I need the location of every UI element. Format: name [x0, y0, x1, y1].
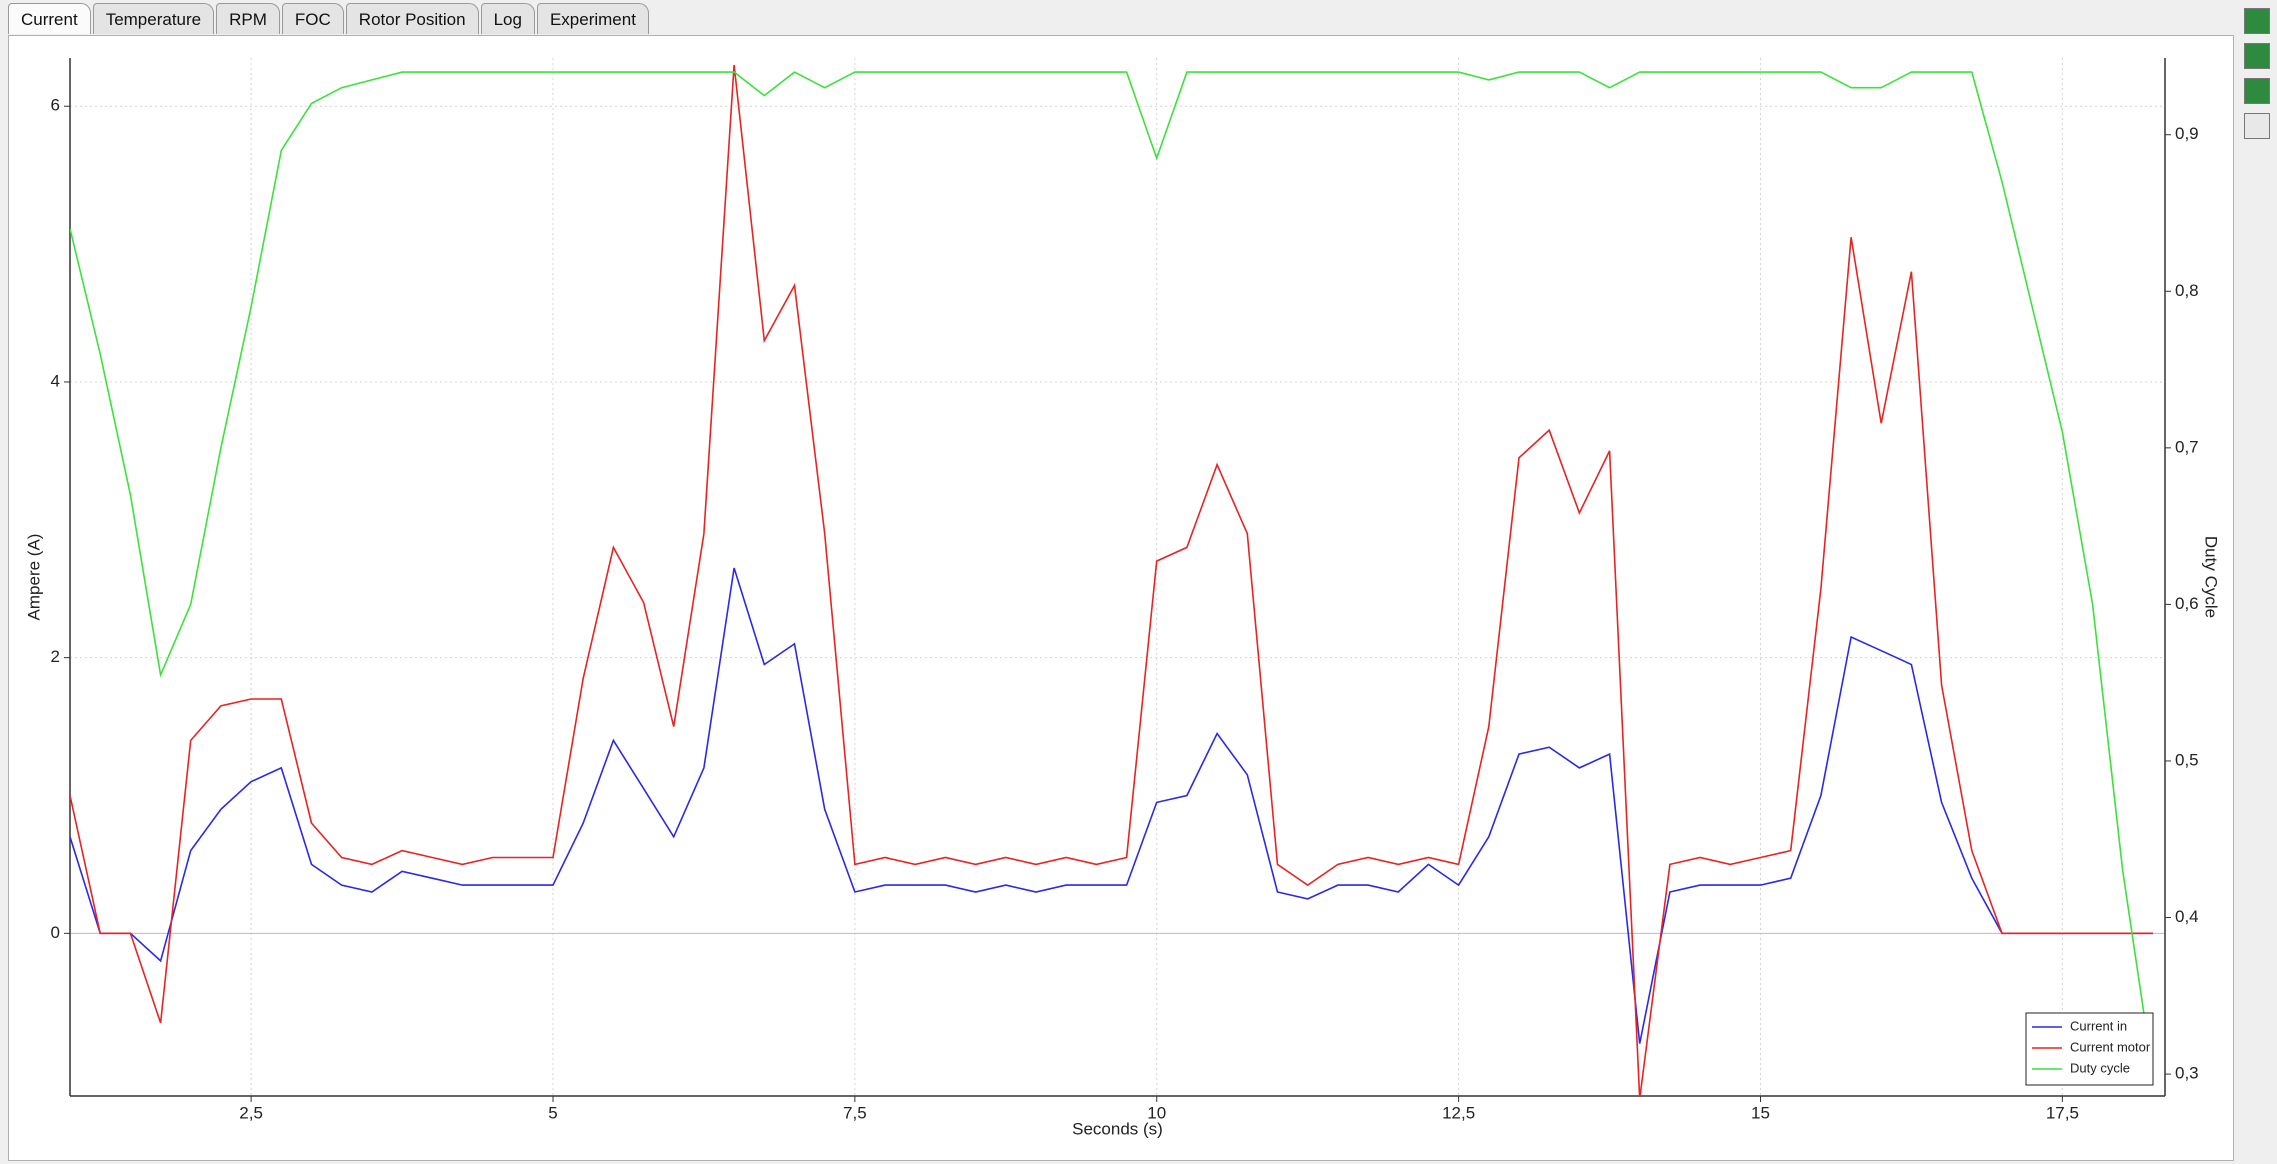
tab[interactable]: RPM [216, 3, 280, 34]
zoom-both-button[interactable] [2244, 8, 2270, 34]
plot-panel [8, 35, 2234, 1161]
toolbar [2244, 8, 2272, 148]
tab[interactable]: FOC [281, 3, 344, 34]
tab[interactable]: Rotor Position [345, 3, 479, 34]
tab[interactable]: Log [480, 3, 535, 34]
tab[interactable]: Current [8, 3, 91, 34]
rescale-button[interactable] [2244, 113, 2270, 139]
tab[interactable]: Experiment [536, 3, 649, 34]
zoom-horizontal-button[interactable] [2244, 43, 2270, 69]
zoom-vertical-button[interactable] [2244, 78, 2270, 104]
tab-bar: Current Temperature RPM FOC Rotor Position Lo… [8, 3, 651, 35]
tab[interactable]: Temperature [92, 3, 215, 34]
